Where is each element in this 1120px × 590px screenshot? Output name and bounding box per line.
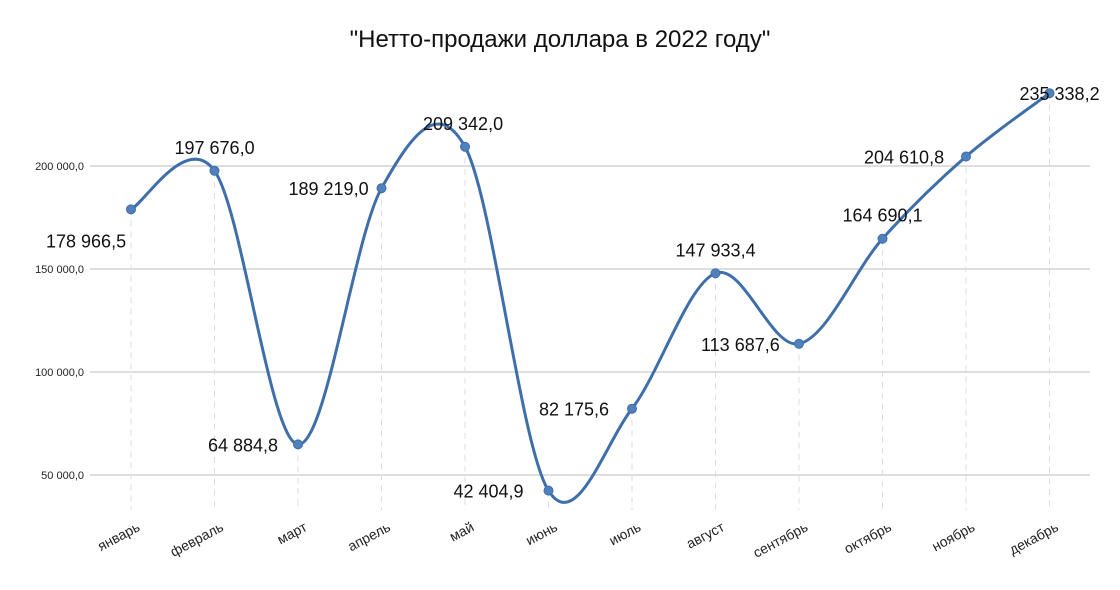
data-label: 113 687,6 [701, 335, 780, 355]
x-tick-label: июнь [523, 519, 560, 549]
data-point [961, 151, 971, 162]
x-tick-label: август [684, 518, 728, 551]
y-tick-label: 200 000,0 [35, 161, 84, 173]
data-label: 197 676,0 [175, 138, 255, 158]
data-point [209, 165, 220, 176]
x-tick-label: октябрь [841, 519, 894, 557]
data-point [794, 338, 804, 349]
data-point [460, 141, 470, 152]
x-tick-label: декабрь [1006, 519, 1061, 558]
series-line [130, 92, 1051, 504]
data-label: 209 342,0 [423, 114, 503, 134]
data-label: 189 219,0 [289, 179, 369, 199]
data-label: 82 175,6 [539, 400, 609, 420]
data-point [376, 183, 387, 194]
data-point [710, 268, 721, 279]
data-label: 42 404,9 [454, 482, 524, 502]
x-tick-label: июль [606, 519, 643, 549]
x-tick-label: сентябрь [750, 519, 810, 561]
data-label: 178 966,5 [46, 231, 126, 251]
x-tick-label: апрель [345, 519, 393, 555]
data-label: 64 884,8 [208, 435, 278, 455]
data-label: 147 933,4 [676, 240, 756, 260]
x-tick-label: май [447, 519, 477, 545]
data-point [1044, 88, 1055, 99]
data-point [543, 485, 554, 496]
x-tick-label: январь [95, 519, 143, 554]
y-tick-label: 100 000,0 [35, 367, 84, 379]
data-point [627, 403, 637, 414]
x-tick-label: ноябрь [929, 519, 977, 555]
x-tick-label: февраль [167, 519, 226, 560]
data-point [877, 233, 888, 244]
y-tick-label: 150 000,0 [35, 264, 84, 276]
data-label: 235 338,2 [1020, 84, 1100, 104]
data-label: 164 690,1 [843, 206, 923, 226]
data-label: 204 610,8 [864, 148, 944, 168]
y-tick-label: 50 000,0 [41, 470, 84, 482]
data-point [126, 204, 136, 215]
x-tick-label: март [274, 518, 310, 547]
chart-title: "Нетто-продажи доллара в 2022 году" [349, 26, 771, 53]
data-point [293, 439, 303, 450]
